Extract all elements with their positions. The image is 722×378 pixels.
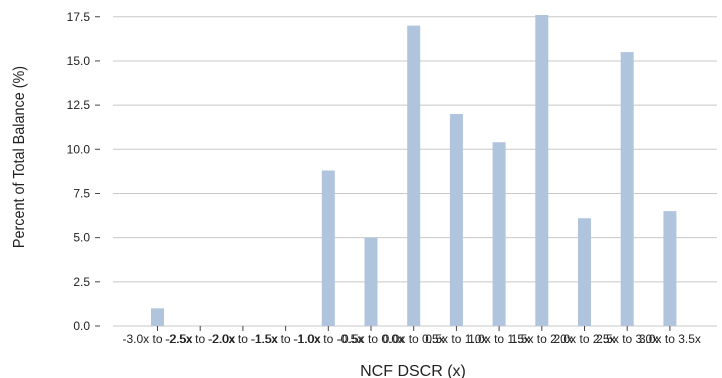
x-tick-label: 2.5x to 3.0x	[596, 332, 658, 346]
y-tick-label: 15.0	[67, 54, 91, 68]
bar	[620, 52, 634, 326]
x-tick-label: 1.5x to 2.0x	[511, 332, 573, 346]
y-tick-labels: 0.0 2.5 5.0 7.5 10.0 12.5 15.0 17.5	[67, 10, 91, 333]
bar	[535, 15, 549, 326]
bar	[407, 25, 421, 327]
y-tick-label: 2.5	[73, 275, 90, 289]
y-tick-label: 5.0	[73, 231, 90, 245]
x-tick-label: 0.5x to 1.0x	[425, 332, 487, 346]
y-tick-label: 17.5	[67, 10, 91, 24]
x-tick-label: -1.5x to -1.0x	[251, 332, 321, 346]
x-tick-label: -3.0x to -2.5x	[122, 332, 192, 346]
x-tick-label: 3.0x to 3.5x	[639, 332, 701, 346]
x-tick-label: 2.0x to 2.5x	[553, 332, 615, 346]
x-tick-label: -0.5x to 0.0x	[338, 332, 404, 346]
x-tick-labels: -3.0x to -2.5x-2.5x to -2.0x-2.0x to -1.…	[122, 326, 701, 346]
bar	[578, 218, 591, 326]
bar	[321, 170, 335, 326]
bar	[492, 142, 506, 326]
y-axis-title: Percent of Total Balance (%)	[10, 66, 28, 248]
x-axis-title: NCF DSCR (x)	[360, 363, 466, 378]
bar	[151, 308, 164, 326]
y-tick-label: 0.0	[73, 319, 90, 333]
bar	[449, 113, 463, 326]
x-tick-label: -2.0x to -1.5x	[208, 332, 278, 346]
y-tick-label: 12.5	[67, 98, 91, 112]
bar	[663, 211, 677, 326]
y-tick-label: 7.5	[73, 186, 90, 200]
x-tick-label: 0.0x to 0.5x	[383, 332, 445, 346]
bars	[151, 15, 677, 327]
x-tick-label: 1.0x to 1.5x	[468, 332, 530, 346]
x-tick-label: -2.5x to -2.0x	[165, 332, 235, 346]
y-tick-label: 10.0	[67, 142, 91, 156]
x-tick-label: -1.0x to -0.5x	[293, 332, 363, 346]
bar	[364, 237, 378, 326]
